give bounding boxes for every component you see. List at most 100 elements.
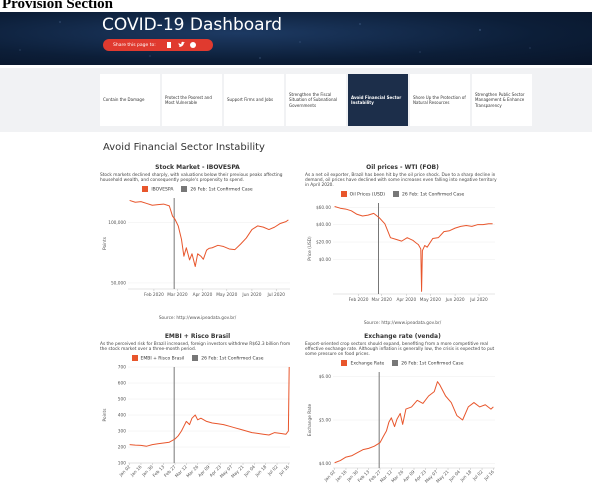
y-tick-label: $6.00	[319, 373, 332, 379]
x-tick-label: Jun 2020	[241, 292, 261, 298]
legend-swatch	[181, 186, 188, 192]
x-tick-label: Jul 16	[482, 468, 496, 482]
share-bar[interactable]: Share this page to:	[103, 39, 213, 51]
legend-swatch	[131, 355, 138, 361]
legend: IBOVESPA 26 Feb: 1st Confirmed Case	[100, 186, 295, 193]
series-line	[129, 366, 290, 447]
x-tick-label: Mar 26	[390, 468, 405, 483]
series-line	[129, 199, 289, 267]
legend-item: 26 Feb: 1st Confirmed Case	[181, 186, 253, 193]
y-tick-label: $20.00	[316, 239, 331, 245]
tab[interactable]: Strengthen Public Sector Management & En…	[472, 74, 532, 126]
tab[interactable]: Contain the Damage	[100, 74, 160, 126]
x-tick-label: Jan 16	[334, 468, 349, 483]
x-tick-label: Mar 26	[185, 463, 200, 478]
chart-description: As a net oil exporter, Brazil has been h…	[305, 173, 497, 188]
y-tick-label: 200	[118, 444, 126, 450]
y-tick-label: 700	[118, 364, 126, 370]
x-tick-label: Jul 02	[266, 463, 280, 477]
legend-label: 26 Feb: 1st Confirmed Case	[402, 192, 465, 198]
legend-label: 26 Feb: 1st Confirmed Case	[201, 356, 264, 362]
chart-title: EMBI + Risco Brasil	[164, 333, 231, 340]
chart-description: As the perceived risk for Brazil increas…	[100, 342, 291, 352]
x-tick-label: Jun 18	[254, 463, 269, 478]
x-tick-label: Feb 2020	[349, 297, 369, 303]
chart-title: Exchange rate (venda)	[364, 333, 441, 340]
legend-item: 26 Feb: 1st Confirmed Case	[192, 355, 263, 362]
y-tick-label: $40.00	[316, 222, 331, 228]
y-tick-label: $4.00	[319, 461, 332, 467]
tab-bar: Contain the Damage Protect the Poorest an…	[0, 68, 592, 132]
x-tick-label: Jul 16	[277, 463, 291, 477]
x-tick-label: Apr 2020	[193, 292, 213, 298]
chart-title: Oil prices - WTI (FOB)	[366, 164, 439, 171]
x-tick-label: Feb 2020	[144, 292, 164, 298]
y-tick-label: 100,000	[108, 219, 126, 225]
legend: EMBI + Risco Brasil 26 Feb: 1st Confirmed…	[100, 355, 295, 362]
chart-card: Oil prices - WTI (FOB) As a net oil expor…	[305, 164, 500, 488]
facebook-icon[interactable]	[167, 42, 171, 48]
banner-stars	[19, 19, 531, 59]
tab[interactable]: Avoid Financial Sector Instability	[348, 74, 408, 126]
whatsapp-icon[interactable]	[190, 42, 196, 48]
x-tick-label: Jan 02	[323, 468, 338, 483]
legend-label: IBOVESPA	[151, 187, 174, 193]
chart-title: Stock Market - IBOVESPA	[155, 164, 240, 171]
chart-source: Source: http://www.ipeadata.gov.br/	[363, 320, 442, 326]
legend-label: 26 Feb: 1st Confirmed Case	[401, 361, 464, 367]
x-tick-label: Jan 16	[129, 463, 144, 478]
legend: Oil Prices (USD) 26 Feb: 1st Confirmed Ca…	[305, 191, 500, 198]
legend-item: 26 Feb: 1st Confirmed Case	[393, 191, 464, 198]
section-heading: Provision Section	[2, 0, 113, 12]
chart-description: Stock markets declined sharply, with val…	[100, 173, 283, 183]
legend-item: Exchange Rate	[341, 360, 384, 367]
y-tick-label: $5.00	[319, 417, 332, 423]
chart-card: Stock Market - IBOVESPA Stock markets dec…	[100, 164, 295, 488]
legend-item: Oil Prices (USD)	[340, 191, 386, 198]
y-tick-label: 400	[118, 412, 126, 418]
y-tick-label: $60.00	[316, 204, 331, 210]
tab[interactable]: Shore Up the Protection of Natural Resou…	[410, 74, 470, 126]
x-tick-label: Apr 2020	[397, 297, 417, 303]
tab[interactable]: Support Firms and Jobs	[224, 74, 284, 126]
chart-plot: Points 50,000 100,000 Feb 2020 Mar 2020 Apr 2…	[102, 197, 290, 298]
legend-label: 26 Feb: 1st Confirmed Case	[190, 187, 253, 193]
banner: COVID-19 Dashboard Share this page to:	[0, 12, 592, 65]
legend-swatch	[392, 360, 399, 366]
x-tick-label: Jul 2020	[266, 292, 285, 298]
legend-label: Exchange Rate	[350, 361, 385, 367]
x-tick-label: Jun 18	[459, 468, 474, 483]
legend: Exchange Rate 26 Feb: 1st Confirmed Case	[305, 360, 500, 367]
legend-swatch	[340, 191, 347, 197]
x-tick-label: May 2020	[420, 297, 441, 303]
legend-swatch	[142, 186, 149, 192]
section-title: Avoid Financial Sector Instability	[103, 142, 265, 153]
chart-card: Exchange rate (venda) Export-oriented cro…	[305, 333, 500, 488]
chart-plot: Price (USD) $0.00 $20.00 $40.00 $60.00 Feb 20…	[307, 202, 495, 303]
y-tick-label: 100	[118, 460, 126, 466]
legend-item: EMBI + Risco Brasil	[131, 355, 185, 362]
legend-swatch	[341, 360, 348, 366]
x-tick-label: May 2020	[216, 292, 237, 298]
legend-label: EMBI + Risco Brasil	[140, 356, 185, 362]
tab[interactable]: Strengthen the Fiscal Situation of Subna…	[286, 74, 346, 126]
twitter-icon[interactable]	[178, 41, 185, 47]
y-axis-label: Price (USD)	[307, 235, 313, 260]
x-tick-label: May 21	[435, 468, 451, 484]
tab[interactable]: Protect the Poorest and Most Vulnerable	[162, 74, 222, 126]
y-tick-label: 300	[118, 428, 126, 434]
chart-source: Source: http://www.ipeadata.gov.br/	[158, 315, 237, 321]
chart-description: Export-oriented crop sectors should expa…	[305, 342, 495, 357]
chart-card: EMBI + Risco Brasil As the perceived risk…	[100, 333, 295, 488]
x-tick-label: Mar 2020	[371, 297, 392, 303]
legend-swatch	[393, 191, 400, 197]
x-tick-label: Jun 04	[447, 468, 462, 483]
legend-label: Oil Prices (USD)	[349, 192, 386, 198]
share-icons	[167, 41, 196, 48]
legend-swatch	[192, 355, 199, 361]
series-line	[334, 205, 493, 292]
share-label: Share this page to:	[113, 42, 156, 48]
